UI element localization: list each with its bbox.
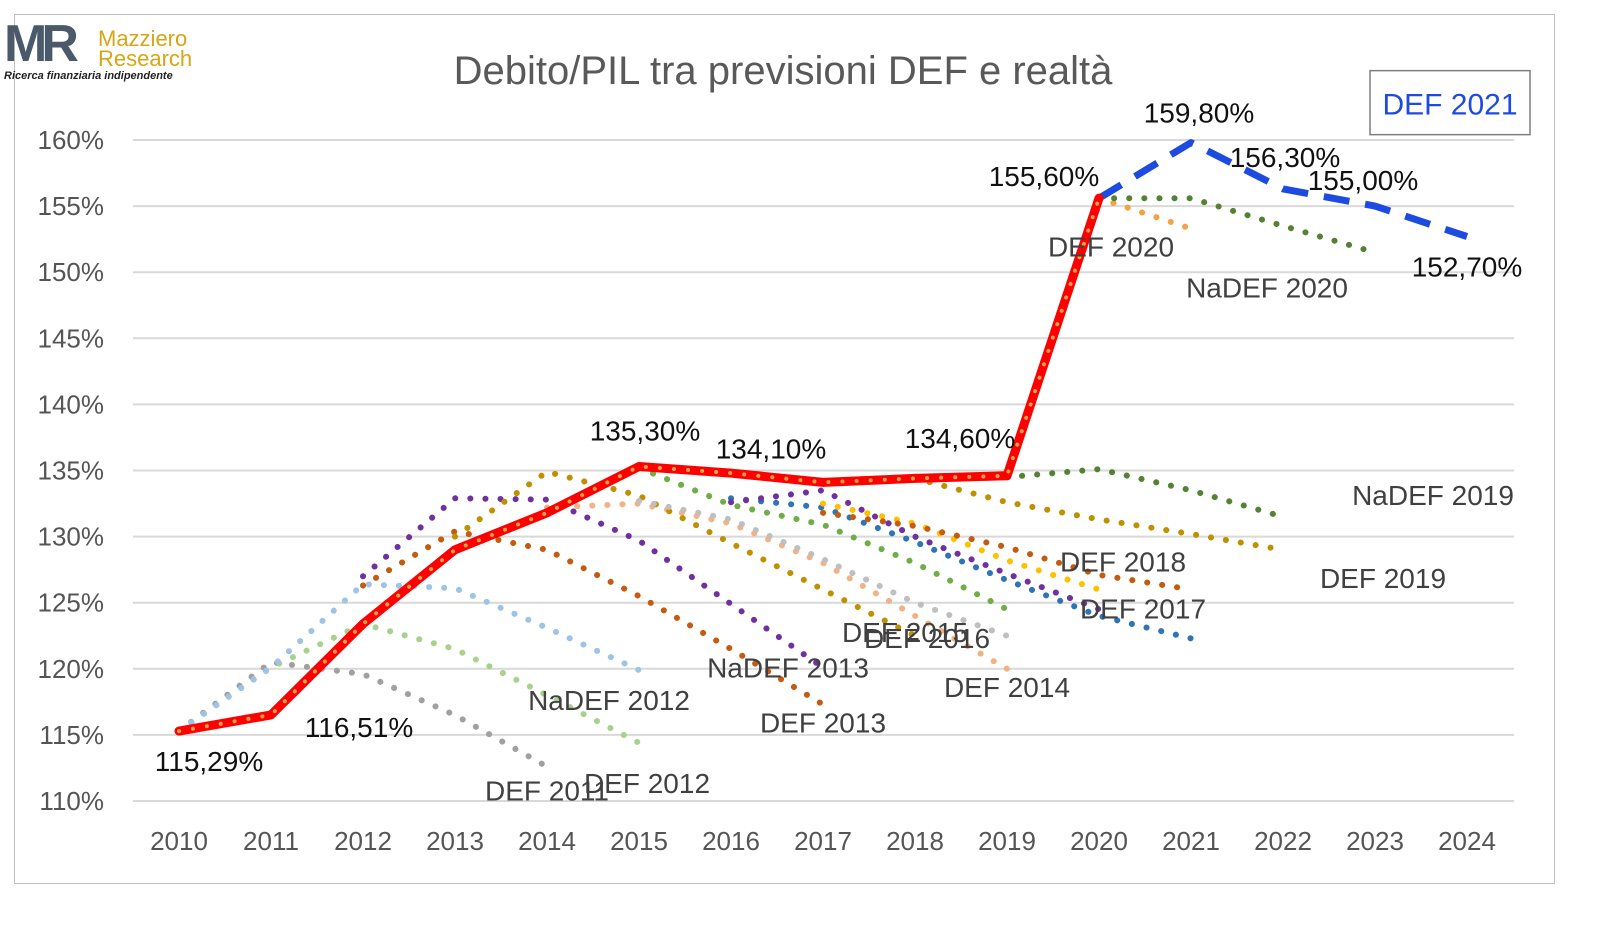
series-line-def-2017 — [728, 495, 1194, 642]
x-tick-label: 2012 — [334, 826, 392, 856]
series-label: DEF 2018 — [1060, 546, 1186, 577]
value-label: 155,00% — [1308, 165, 1419, 196]
x-tick-label: 2013 — [426, 826, 484, 856]
y-tick-label: 110% — [39, 786, 104, 816]
y-tick-label: 150% — [38, 257, 105, 287]
value-label: 116,51% — [305, 712, 413, 743]
y-tick-label: 130% — [38, 522, 105, 552]
series-label: DEF 2011 — [485, 776, 609, 807]
series-label: NaDEF 2013 — [707, 652, 869, 683]
value-label: 159,80% — [1144, 98, 1255, 129]
y-axis-ticks: 110% 115% 120% 125% 130% 135% 140% 145% 150% 155%… — [38, 125, 105, 816]
series-label: DEF 2021 — [1382, 89, 1517, 122]
logo: MR Mazziero Research Ricerca finanziaria… — [0, 0, 230, 85]
x-tick-label: 2022 — [1254, 826, 1312, 856]
y-tick-label: 135% — [38, 456, 105, 486]
y-tick-label: 125% — [38, 588, 105, 618]
series-line-def-2020 — [1096, 195, 1194, 232]
series-line-def-2018 — [820, 509, 1194, 593]
series-line-def-2013 — [360, 528, 826, 708]
value-label: 134,10% — [716, 433, 827, 464]
y-tick-label: 120% — [38, 654, 105, 684]
series-label: NaDEF 2020 — [1186, 272, 1348, 303]
series-line-def-2016 — [636, 497, 1010, 639]
x-tick-label: 2011 — [243, 826, 299, 856]
series-line-nadef-2020 — [1096, 195, 1378, 256]
def-2021-box — [1369, 69, 1531, 136]
value-label: 115,29% — [155, 746, 263, 777]
y-tick-label: 140% — [38, 389, 105, 419]
logo-name-line2: Research — [98, 46, 193, 71]
x-tick-label: 2016 — [702, 826, 760, 856]
x-tick-label: 2024 — [1438, 826, 1496, 856]
series-label: DEF 2017 — [1080, 593, 1206, 624]
x-tick-label: 2023 — [1346, 826, 1404, 856]
value-labels: 115,29% 116,51% 135,30% 134,10% 134,60% 155,6… — [155, 98, 1523, 777]
x-tick-label: 2015 — [610, 826, 668, 856]
chart-frame — [14, 14, 1555, 884]
x-tick-label: 2010 — [150, 826, 208, 856]
value-label: 156,30% — [1230, 142, 1341, 173]
series-label: DEF 2019 — [1320, 563, 1446, 594]
series-line-def-2014 — [544, 500, 1010, 672]
x-axis-ticks: 2010 2011 2012 2013 2014 2015 2016 2017 2018 2019… — [150, 826, 1496, 856]
series-line-def-2019 — [912, 475, 1286, 553]
x-tick-label: 2020 — [1070, 826, 1128, 856]
series-line-def-2015 — [452, 468, 918, 639]
value-label: 134,60% — [905, 423, 1016, 454]
series-label: NaDEF 2019 — [1352, 480, 1514, 511]
series-line-def-2011 — [176, 659, 550, 770]
series-line-consuntivo — [174, 193, 1104, 736]
series-label: DEF 2014 — [944, 672, 1070, 703]
series-label: DEF 2015 — [842, 617, 968, 648]
x-tick-label: 2021 — [1162, 826, 1220, 856]
x-tick-label: 2018 — [886, 826, 944, 856]
logo-mark: MR — [4, 15, 79, 73]
x-tick-label: 2019 — [978, 826, 1036, 856]
chart-title: Debito/PIL tra previsioni DEF e realtà — [454, 49, 1114, 93]
value-label: 135,30% — [590, 416, 701, 447]
x-tick-label: 2014 — [518, 826, 576, 856]
series-line-nadef-2019 — [1004, 466, 1286, 520]
value-label: 152,70% — [1412, 252, 1523, 283]
series-label: NaDEF 2012 — [528, 685, 690, 716]
series-label: DEF 2020 — [1048, 232, 1174, 263]
gridlines — [133, 139, 1514, 802]
series-label: DEF 2016 — [864, 623, 990, 654]
series-label: DEF 2012 — [584, 768, 710, 799]
series-line-def-2021 — [1097, 139, 1469, 240]
value-label: 155,60% — [989, 161, 1100, 192]
y-tick-label: 155% — [38, 191, 105, 221]
series-lines — [174, 139, 1469, 770]
y-tick-label: 145% — [38, 323, 105, 353]
series-label: DEF 2013 — [760, 707, 886, 738]
logo-tagline: Ricerca finanziaria indipendente — [4, 70, 173, 82]
series-line-def-2017-2 — [820, 500, 1102, 593]
series-line-nadef-2012 — [176, 581, 642, 734]
series-line-nadef-2017 — [728, 487, 1102, 613]
y-tick-label: 115% — [39, 720, 104, 750]
y-tick-label: 160% — [38, 125, 105, 155]
x-tick-label: 2017 — [794, 826, 852, 856]
logo-name-line1: Mazziero — [98, 26, 188, 51]
